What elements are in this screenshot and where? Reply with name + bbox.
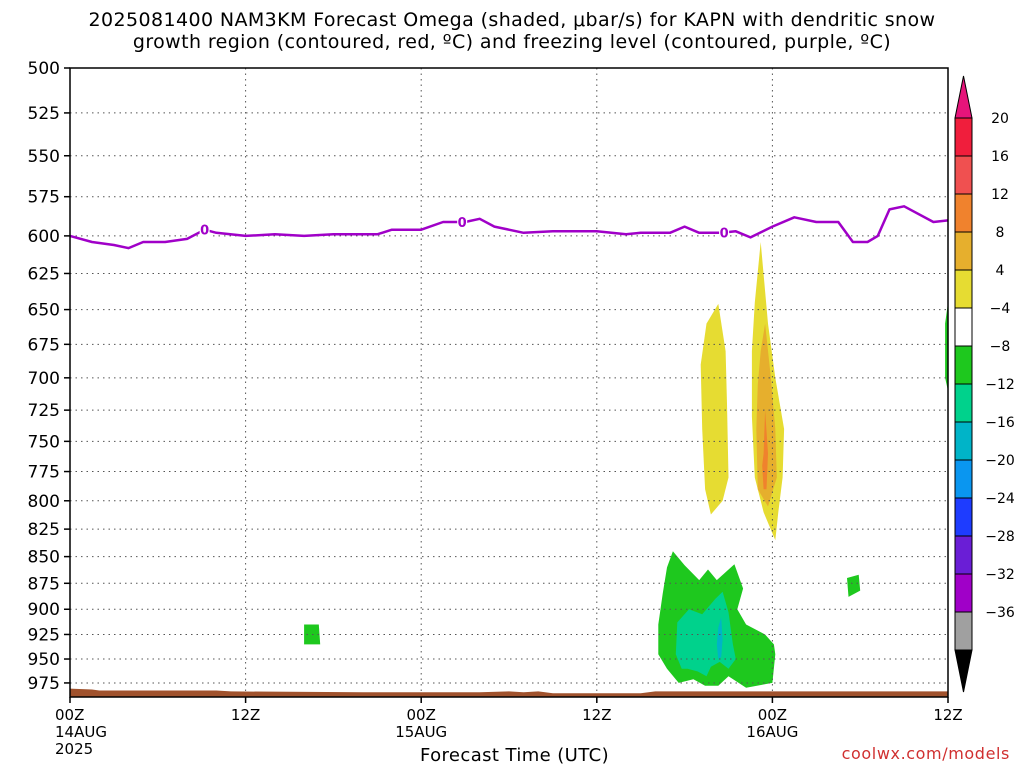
y-tick-label-775: 775: [28, 463, 60, 483]
colorbar-label-2: 12: [991, 187, 1009, 203]
y-tick-label-950: 950: [28, 650, 60, 670]
colorbar-swatch-9: [954, 459, 973, 499]
y-tick-label-675: 675: [28, 335, 60, 355]
colorbar-label-11: −28: [985, 529, 1015, 545]
y-tick-label-625: 625: [28, 264, 60, 284]
colorbar-label-13: −36: [985, 605, 1015, 621]
colorbar-swatch-0: [954, 117, 973, 157]
colorbar-swatch-1: [954, 155, 973, 195]
colorbar: 20 16 12 8 4 −4 −8 −12 −16 −20 −24 −28 −32 −36: [954, 75, 1015, 693]
freezing-level-label-1: 0: [458, 216, 467, 231]
x-tick-label-0-1: 14AUG: [55, 723, 107, 741]
x-tick-label-24-1: 15AUG: [395, 723, 447, 741]
colorbar-swatch-4: [954, 269, 973, 309]
y-tick-label-825: 825: [28, 520, 60, 540]
y-tick-label-800: 800: [28, 492, 60, 512]
freezing-level: 0 0 0: [69, 205, 949, 250]
y-axis-ticks: 500 525 550 575 600 625 650 675 700 725 750 775 800 8…: [28, 59, 70, 694]
colorbar-label-7: −12: [985, 377, 1015, 393]
y-tick-label-900: 900: [28, 600, 60, 620]
omega-region-0: [700, 303, 729, 515]
colorbar-label-3: 8: [996, 225, 1005, 241]
x-tick-label-36-0: 12Z: [582, 706, 611, 724]
x-tick-label-60-0: 12Z: [933, 706, 962, 724]
plot-border: [69, 67, 949, 698]
colorbar-swatch-10: [954, 497, 973, 537]
plot-frame: [69, 67, 949, 698]
omega-region-2: [756, 323, 777, 507]
colorbar-swatch-12: [954, 573, 973, 613]
colorbar-bottom-arrow: [954, 649, 973, 693]
y-tick-label-500: 500: [28, 59, 60, 79]
omega-region-3: [762, 410, 768, 490]
colorbar-label-8: −16: [985, 415, 1015, 431]
colorbar-swatch-11: [954, 535, 973, 575]
x-axis-label: Forecast Time (UTC): [0, 745, 1024, 766]
y-tick-label-925: 925: [28, 625, 60, 645]
x-tick-label-24-0: 00Z: [407, 706, 436, 724]
colorbar-swatch-6: [954, 345, 973, 385]
y-tick-label-700: 700: [28, 369, 60, 389]
colorbar-label-12: −32: [985, 567, 1015, 583]
y-tick-label-875: 875: [28, 574, 60, 594]
y-tick-label-750: 750: [28, 432, 60, 452]
omega-shading: [304, 242, 948, 688]
y-tick-label-725: 725: [28, 401, 60, 421]
freezing-label-bg-2: [719, 225, 730, 240]
y-tick-label-650: 650: [28, 301, 60, 321]
y-tick-label-975: 975: [28, 674, 60, 694]
colorbar-label-1: 16: [991, 149, 1009, 165]
freezing-level-label-2: 0: [720, 227, 729, 242]
chart-title-line2: growth region (contoured, red, ºC) and f…: [132, 31, 892, 53]
ground-terrain: [70, 688, 948, 697]
y-tick-label-600: 600: [28, 227, 60, 247]
omega-region-8: [847, 574, 861, 597]
colorbar-swatch-13: [954, 611, 973, 651]
omega-region-6: [716, 617, 723, 659]
y-tick-label-575: 575: [28, 188, 60, 208]
y-tick-label-850: 850: [28, 548, 60, 568]
y-tick-label-525: 525: [28, 104, 60, 124]
colorbar-label-0: 20: [991, 111, 1009, 127]
y-tick-label-550: 550: [28, 147, 60, 167]
x-tick-label-12-0: 12Z: [231, 706, 260, 724]
colorbar-top-arrow: [954, 75, 973, 119]
credit-text: coolwx.com/models: [841, 744, 1010, 763]
x-axis-title: Forecast Time (UTC): [420, 745, 609, 766]
x-tick-label-48-0: 00Z: [758, 706, 787, 724]
x-tick-label-48-1: 16AUG: [746, 723, 798, 741]
freezing-label-bg-1: [457, 214, 468, 229]
freezing-label-bg-0: [199, 222, 210, 237]
colorbar-label-5: −4: [990, 301, 1011, 317]
ground-polygon: [70, 688, 948, 697]
colorbar-swatch-8: [954, 421, 973, 461]
colorbar-swatch-2: [954, 193, 973, 233]
x-tick-label-0-0: 00Z: [55, 706, 84, 724]
chart-title-line1: 2025081400 NAM3KM Forecast Omega (shaded…: [88, 9, 936, 31]
colorbar-label-6: −8: [990, 339, 1011, 355]
colorbar-label-9: −20: [985, 453, 1015, 469]
colorbar-swatch-7: [954, 383, 973, 423]
x-tick-label-0-2: 2025: [55, 740, 93, 758]
colorbar-label-4: 4: [996, 263, 1005, 279]
colorbar-label-10: −24: [985, 491, 1015, 507]
freezing-level-label-0: 0: [200, 224, 209, 239]
colorbar-swatch-3: [954, 231, 973, 271]
grid-lines: [70, 67, 948, 697]
colorbar-swatch-5: [954, 307, 973, 347]
